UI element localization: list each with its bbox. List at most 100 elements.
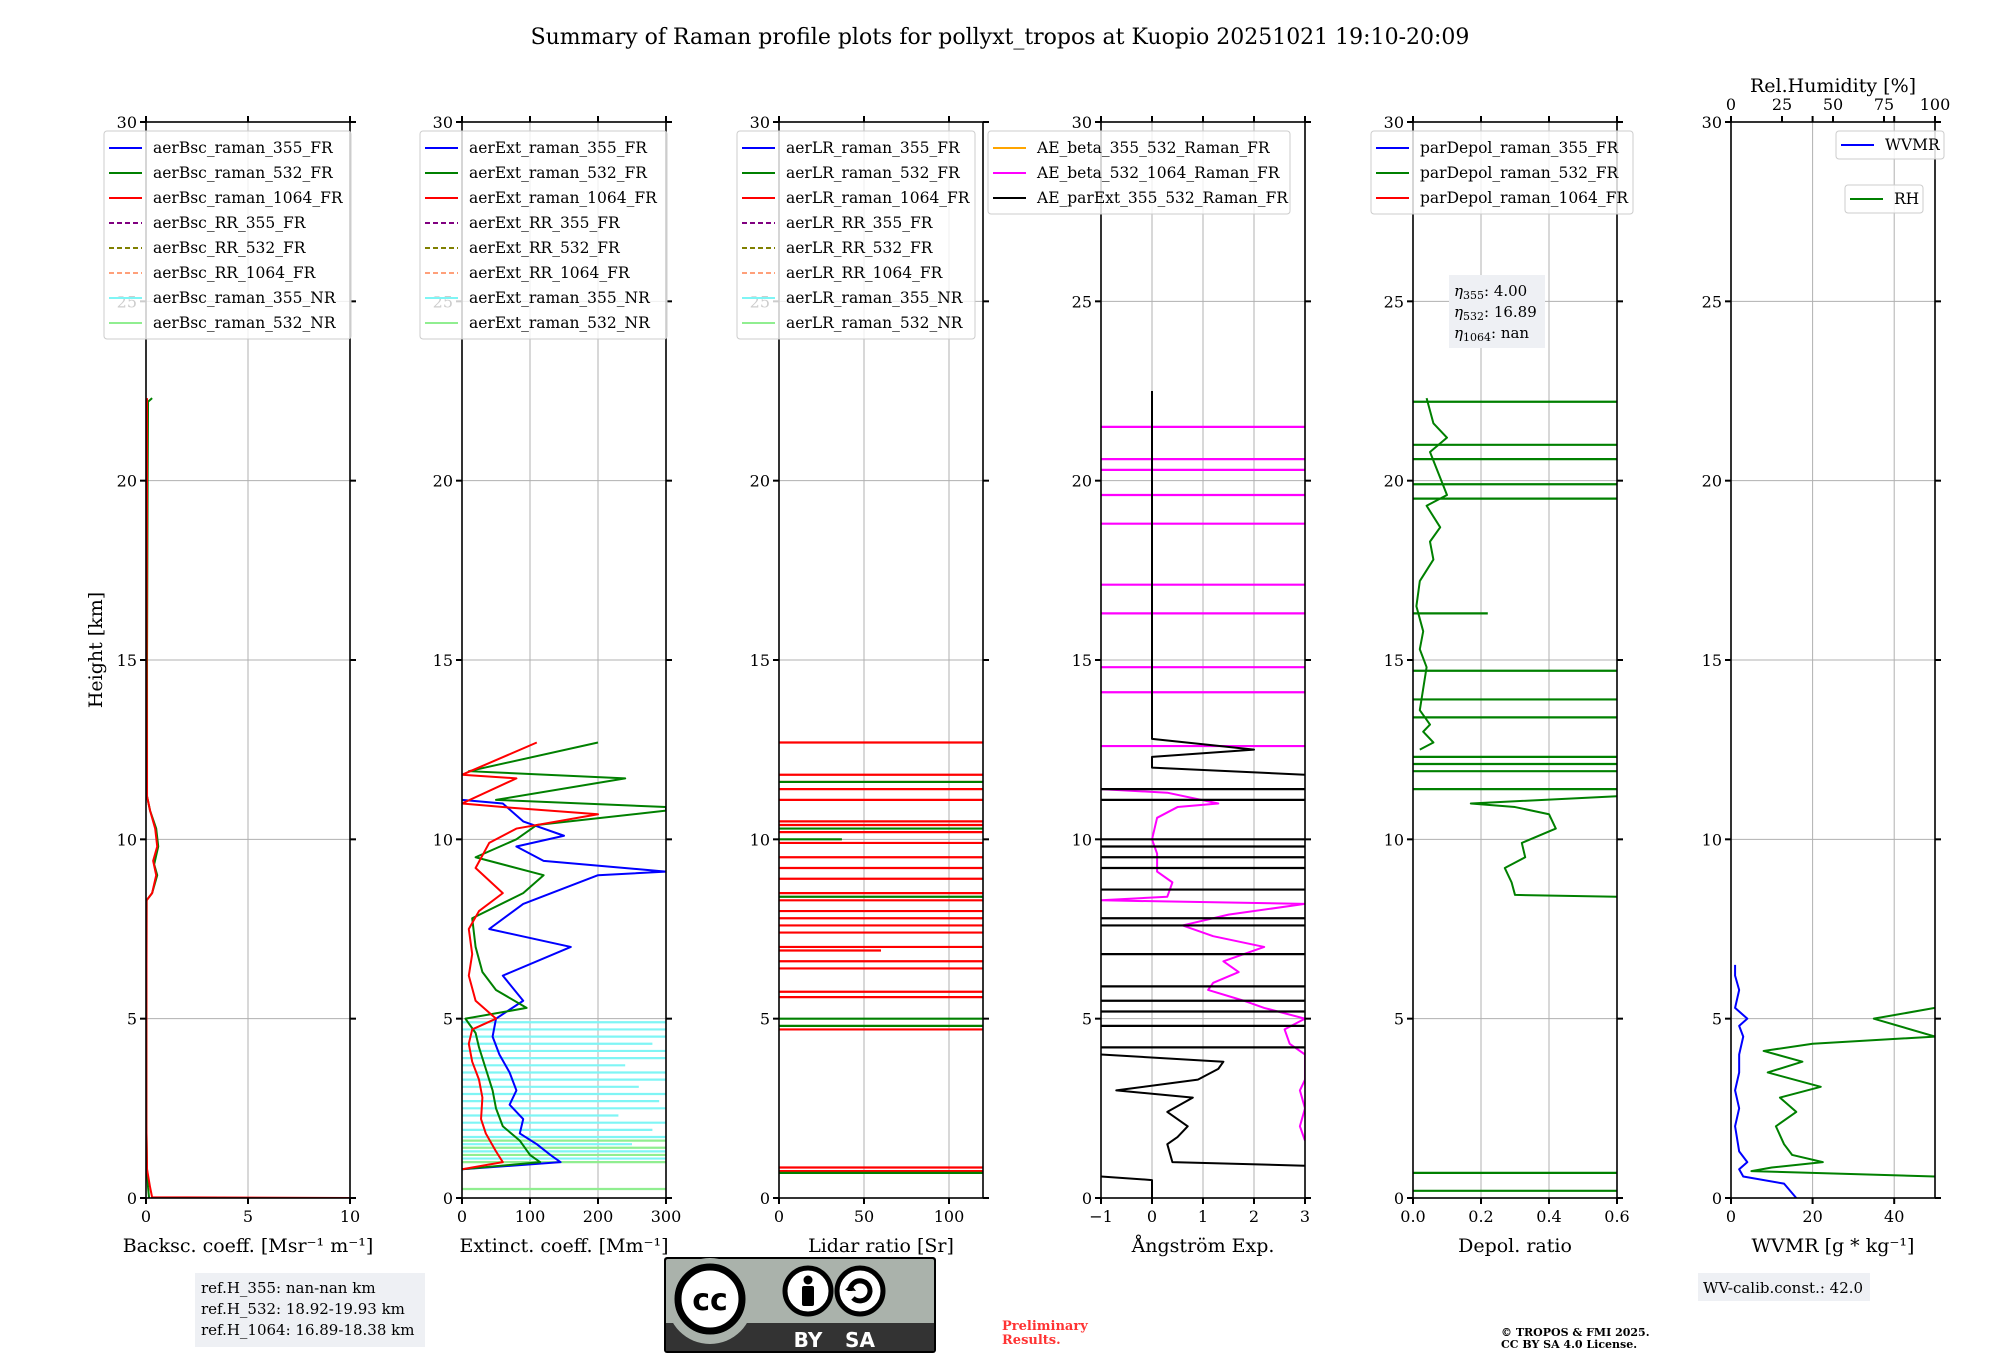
y-tick-label: 20 (750, 472, 770, 491)
y-tick-label: 0 (1394, 1189, 1404, 1208)
panel-extinction: 0510152025300100200300Extinct. coeff. [M… (419, 113, 682, 1257)
legend-label: aerLR_raman_355_FR (786, 139, 961, 157)
copyright-line-2: CC BY SA 4.0 License. (1501, 1338, 1637, 1351)
y-tick-label: 15 (1072, 651, 1092, 670)
ref-height-box: ref.H_355: nan-nan km ref.H_532: 18.92-1… (195, 1273, 425, 1347)
y-tick-label: 20 (1072, 472, 1092, 491)
eta-line: η1064: nan (1454, 324, 1529, 344)
legend-label: aerLR_RR_532_FR (786, 239, 934, 257)
legend-label: aerLR_raman_355_NR (786, 289, 964, 307)
x-axis-label: Lidar ratio [Sr] (808, 1235, 954, 1257)
x-tick-label: 40 (1884, 1207, 1904, 1226)
legend: aerLR_raman_355_FR aerLR_raman_532_FR aerL… (736, 130, 976, 340)
x-tick-label: 3 (1300, 1207, 1310, 1226)
x-tick-label: 0.4 (1536, 1207, 1561, 1226)
series-line-AE_parExt_355_532_Raman_FR_mid (1101, 1053, 1305, 1167)
y-tick-label: 15 (1384, 651, 1404, 670)
cc-by-sa-badge: cc BY SA (664, 1257, 936, 1353)
x-tick-label: 0 (1726, 1207, 1736, 1226)
y-tick-label: 10 (117, 830, 137, 849)
legend-label: aerExt_raman_532_NR (469, 314, 651, 332)
y-tick-label: 30 (433, 113, 453, 132)
x-tick-label: 200 (583, 1207, 614, 1226)
series-line-AE_parExt_355_532_Raman_FR (1101, 1175, 1153, 1198)
y-tick-label: 10 (750, 830, 770, 849)
legend-label: parDepol_raman_355_FR (1420, 139, 1620, 157)
series-line-aerExt_raman_532_FR (462, 741, 666, 1171)
series-line-AE_parExt_355_532_Raman_FR_top (1151, 391, 1305, 776)
x-tick-label: 10 (340, 1207, 360, 1226)
series-line-aerExt_raman_1064_FR (462, 741, 599, 1171)
y-tick-label: 10 (1072, 830, 1092, 849)
cc-text: cc (692, 1283, 728, 1318)
y-tick-label: 15 (433, 651, 453, 670)
sa-share-alike-icon (834, 1265, 886, 1317)
x-tick-label: −1 (1089, 1207, 1113, 1226)
legend-label: aerLR_RR_1064_FR (786, 264, 944, 282)
legend-label: aerExt_raman_1064_FR (469, 189, 658, 207)
legend-label: aerBsc_raman_355_NR (153, 289, 337, 307)
legend-label: aerBsc_RR_1064_FR (153, 264, 317, 282)
y-tick-label: 20 (1702, 472, 1722, 491)
by-label: BY (794, 1328, 823, 1352)
x-axis-label: Depol. ratio (1458, 1235, 1572, 1257)
ref-height-1064: ref.H_1064: 16.89-18.38 km (201, 1321, 414, 1339)
y-tick-label: 30 (117, 113, 137, 132)
legend: AE_beta_355_532_Raman_FR AE_beta_532_1064… (987, 130, 1291, 215)
legend-label: aerBsc_raman_1064_FR (153, 189, 344, 207)
top-x-tick-label: 50 (1823, 95, 1843, 114)
x-tick-label: 1 (1198, 1207, 1208, 1226)
y-tick-label: 0 (1712, 1189, 1722, 1208)
series-line-WVMR (1734, 964, 1798, 1198)
legend-label: parDepol_raman_532_FR (1420, 164, 1620, 182)
y-tick-label: 5 (1394, 1010, 1404, 1029)
legend-label: aerBsc_raman_532_FR (153, 164, 334, 182)
ref-height-532: ref.H_532: 18.92-19.93 km (201, 1300, 405, 1318)
panel-backscatter: 0510152025300510Backsc. coeff. [Msr⁻¹ m⁻… (103, 113, 374, 1257)
top-x-tick-label: 0 (1726, 95, 1736, 114)
series-line-aerBsc_raman_1064_FR (146, 398, 350, 1198)
y-axis-label: Height [km] (85, 592, 107, 708)
legend-label: aerExt_raman_532_FR (469, 164, 648, 182)
cc-icon (674, 1263, 746, 1335)
x-tick-label: 0 (141, 1207, 151, 1226)
legend: aerExt_raman_355_FR aerExt_raman_532_FRae… (419, 130, 668, 340)
x-tick-label: 0 (1147, 1207, 1157, 1226)
x-tick-label: 0.2 (1468, 1207, 1493, 1226)
legend-label: AE_parExt_355_532_Raman_FR (1036, 189, 1289, 207)
y-tick-label: 10 (1384, 830, 1404, 849)
legend-label: aerBsc_RR_532_FR (153, 239, 307, 257)
y-tick-label: 30 (1072, 113, 1092, 132)
y-tick-label: 30 (1702, 113, 1722, 132)
y-tick-label: 0 (127, 1189, 137, 1208)
y-tick-label: 25 (1384, 292, 1404, 311)
legend-label: parDepol_raman_1064_FR (1420, 189, 1629, 207)
x-tick-label: 100 (515, 1207, 546, 1226)
legend-label: aerBsc_raman_355_FR (153, 139, 334, 157)
y-tick-label: 20 (1384, 472, 1404, 491)
y-tick-label: 25 (1072, 292, 1092, 311)
y-tick-label: 15 (750, 651, 770, 670)
series-line-RH (1750, 1006, 1935, 1178)
legend-label: aerExt_RR_1064_FR (469, 264, 631, 282)
y-tick-label: 0 (443, 1189, 453, 1208)
x-tick-label: 0 (774, 1207, 784, 1226)
y-tick-label: 25 (1702, 292, 1722, 311)
panels: 0510152025300510Backsc. coeff. [Msr⁻¹ m⁻… (103, 75, 1950, 1257)
y-tick-label: 5 (1712, 1010, 1722, 1029)
x-axis-label: Backsc. coeff. [Msr⁻¹ m⁻¹] (123, 1235, 374, 1257)
legend-label: WVMR (1885, 136, 1941, 154)
x-tick-label: 300 (651, 1207, 682, 1226)
top-x-tick-label: 25 (1772, 95, 1792, 114)
legend-label: aerLR_RR_355_FR (786, 214, 934, 232)
legend-label: aerExt_RR_355_FR (469, 214, 621, 232)
panel-depol: 0 5 10 15 20 25 30 0.0 0.2 0.4 0.6 Depol. ratio parD… (1370, 113, 1634, 1257)
y-tick-label: 20 (117, 472, 137, 491)
legend-label: aerBsc_raman_532_NR (153, 314, 337, 332)
y-tick-label: 30 (750, 113, 770, 132)
legend: aerBsc_raman_355_FR aerBsc_raman_532_FRae… (103, 130, 352, 340)
legend-label: aerLR_raman_532_FR (786, 164, 961, 182)
figure-title: Summary of Raman profile plots for polly… (531, 25, 1470, 50)
